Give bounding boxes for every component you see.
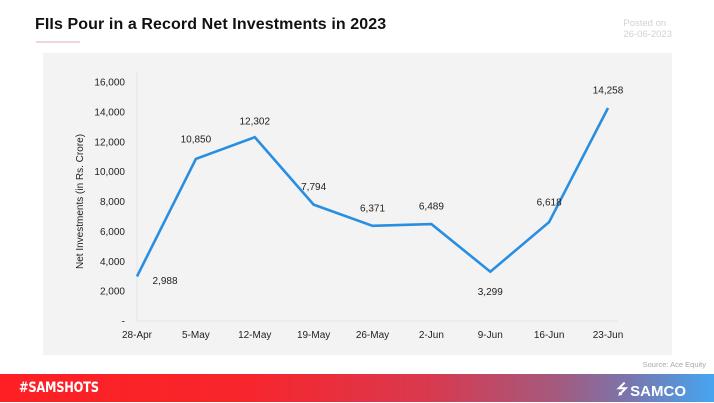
- data-label: 6,489: [419, 202, 444, 213]
- hashtag: #SAMSHOTS: [19, 380, 99, 396]
- line-chart: - 2,000 4,000 6,000 8,000 10,000 12,000 14,000 1…: [75, 72, 624, 341]
- data-label: 6,618: [537, 198, 562, 209]
- x-tick-label: 5-May: [182, 330, 210, 341]
- y-tick-label: 6,000: [100, 227, 125, 238]
- net-investment-line: [135, 107, 610, 277]
- x-tick-label: 16-Jun: [534, 330, 565, 341]
- y-tick-label: 4,000: [100, 257, 125, 268]
- brand-name: SAMCO: [630, 382, 686, 400]
- x-tick-label: 26-May: [356, 330, 389, 341]
- x-tick-label: 28-Apr: [122, 330, 153, 341]
- y-tick-label: 16,000: [94, 78, 125, 89]
- data-label: 12,302: [239, 117, 270, 128]
- samco-logo-icon: ⭍: [616, 381, 629, 397]
- data-label: 10,850: [181, 134, 212, 145]
- footer-banner: #SAMSHOTS ⭍ SAMCO: [0, 374, 714, 402]
- x-tick-label: 2-Jun: [419, 330, 444, 341]
- y-tick-label: 14,000: [94, 107, 125, 118]
- x-tick-label: 9-Jun: [478, 330, 503, 341]
- y-tick-label: -: [122, 317, 125, 328]
- y-tick-label: 8,000: [100, 197, 125, 208]
- x-tick-label: 19-May: [297, 330, 330, 341]
- chart-title: FIIs Pour in a Record Net Investments in…: [35, 16, 387, 33]
- chart-panel: - 2,000 4,000 6,000 8,000 10,000 12,000 14,000 1…: [43, 53, 672, 355]
- title-underline: [36, 41, 80, 43]
- source-note: Source: Ace Equity: [642, 360, 706, 369]
- data-label: 2,988: [152, 276, 177, 287]
- posted-label: Posted on: [623, 18, 667, 29]
- y-tick-label: 10,000: [94, 167, 125, 178]
- brand-logo: ⭍ SAMCO: [616, 379, 686, 403]
- x-tick-label: 23-Jun: [593, 330, 624, 341]
- data-label: 14,258: [593, 86, 624, 97]
- data-label: 7,794: [301, 182, 326, 193]
- data-label: 3,299: [478, 287, 503, 298]
- y-axis-title: Net Investments (in Rs. Crore): [75, 134, 86, 269]
- posted-date: 26-06-2023: [623, 29, 672, 40]
- y-tick-label: 2,000: [100, 287, 125, 298]
- y-tick-label: 12,000: [94, 137, 125, 148]
- posted-info: Posted on 26-06-2023: [623, 18, 672, 40]
- x-tick-label: 12-May: [238, 330, 271, 341]
- data-label: 6,371: [360, 203, 385, 214]
